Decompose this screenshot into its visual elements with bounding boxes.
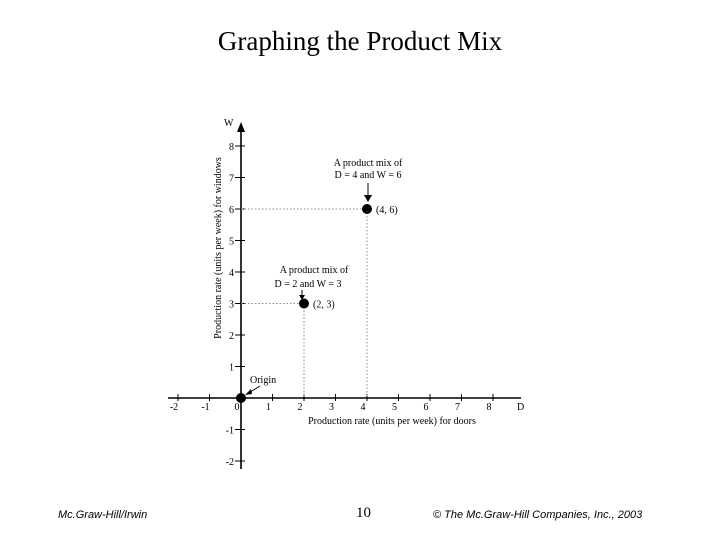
y-axis-title: Production rate (units per week) for win… <box>213 157 224 339</box>
y-tick-label: -1 <box>226 426 234 437</box>
x-tick-label: 4 <box>361 402 366 413</box>
y-tick-label: 8 <box>229 142 234 153</box>
x-tick-label: -1 <box>201 402 209 413</box>
y-axis-arrow-icon <box>237 122 245 132</box>
data-point <box>299 298 309 309</box>
y-tick-label: 7 <box>229 174 234 185</box>
axes <box>168 122 521 469</box>
x-tick-label: 3 <box>329 402 334 413</box>
y-tick-label: 5 <box>229 237 234 248</box>
x-tick-label: 6 <box>424 402 429 413</box>
mix-b-arrow-icon <box>364 195 372 202</box>
data-point-label: (4, 6) <box>376 205 398 216</box>
y-tick-label: 4 <box>229 268 234 279</box>
footer-copyright: © The Mc.Graw-Hill Companies, Inc., 2003 <box>433 509 643 521</box>
mix-a-annotation-line1: A product mix of <box>280 265 349 276</box>
x-tick-label: 2 <box>298 402 303 413</box>
data-point-label: (2, 3) <box>313 300 335 311</box>
axis-ticks <box>177 145 494 462</box>
origin-label: Origin <box>250 375 276 386</box>
x-tick-label: 8 <box>487 402 492 413</box>
y-tick-label: 3 <box>229 300 234 311</box>
data-point <box>236 393 246 403</box>
mix-a-annotation-line2: D = 2 and W = 3 <box>274 279 341 290</box>
guide-lines <box>241 208 368 398</box>
x-axis-letter: D <box>517 402 524 413</box>
data-point <box>362 204 372 214</box>
slide-title: Graphing the Product Mix <box>217 26 503 56</box>
y-tick-label: 6 <box>229 205 234 216</box>
mix-b-annotation-line2: D = 4 and W = 6 <box>334 170 401 181</box>
x-tick-label: 0 <box>235 402 240 413</box>
x-axis-title: Production rate (units per week) for doo… <box>308 416 476 427</box>
x-tick-label: 1 <box>266 402 271 413</box>
x-tick-label: 7 <box>455 402 460 413</box>
data-points <box>236 204 372 403</box>
y-axis-letter: W <box>224 118 234 129</box>
page-number: 10 <box>356 505 371 521</box>
origin-arrow-icon <box>245 389 252 395</box>
mix-a-arrow-icon <box>299 295 305 300</box>
chart-labels: W D -2 -1 0 1 2 3 4 5 6 7 8 -2 -1 1 2 3 4 5 6 7 8 Production ra… <box>170 118 524 468</box>
y-tick-label: 2 <box>229 331 234 342</box>
x-tick-label: 5 <box>392 402 397 413</box>
y-tick-label: 1 <box>229 363 234 374</box>
x-tick-label: -2 <box>170 402 178 413</box>
footer-publisher: Mc.Graw-Hill/Irwin <box>58 509 148 521</box>
y-tick-label: -2 <box>226 457 234 468</box>
mix-b-annotation-line1: A product mix of <box>334 158 403 169</box>
